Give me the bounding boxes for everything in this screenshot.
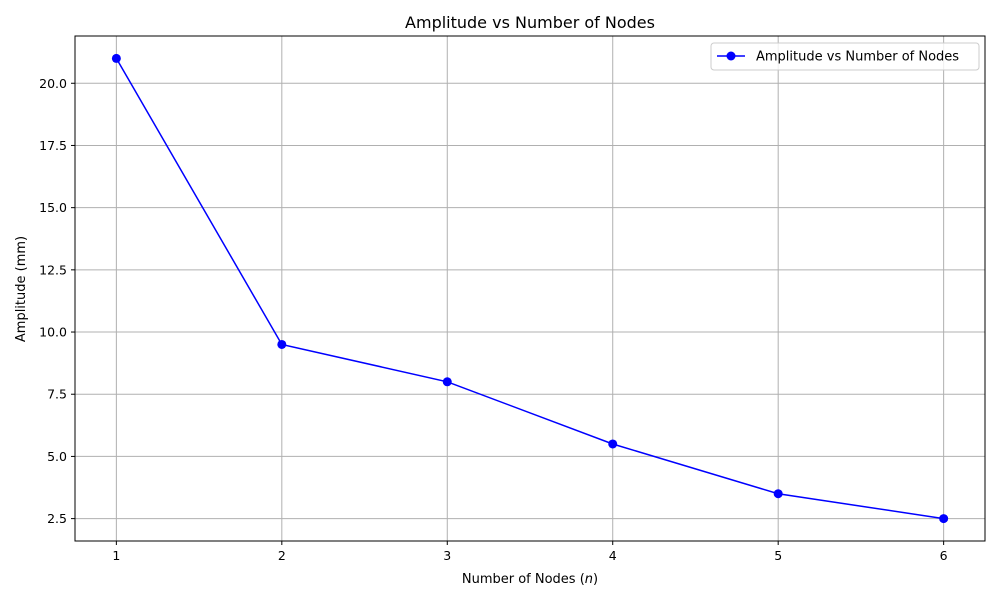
y-tick-label: 10.0 [39, 325, 67, 340]
x-tick-label: 5 [774, 548, 782, 563]
data-point [773, 489, 783, 499]
data-point [608, 439, 618, 449]
x-tick-label: 2 [278, 548, 286, 563]
x-axis-label-prefix: Number of Nodes ( [462, 572, 585, 587]
series-layer [111, 53, 949, 524]
y-tick-label: 5.0 [47, 449, 67, 464]
x-axis-ticks: 1 2 3 4 5 6 [112, 541, 948, 563]
y-axis-label: Amplitude (mm) [14, 236, 29, 342]
y-tick-label: 15.0 [39, 200, 67, 215]
chart-title: Amplitude vs Number of Nodes [405, 13, 655, 32]
data-point [277, 339, 287, 349]
x-axis-label-variable: n [585, 572, 593, 587]
legend-entry-label: Amplitude vs Number of Nodes [756, 50, 959, 65]
y-tick-label: 2.5 [47, 511, 67, 526]
series-line [115, 58, 944, 520]
x-axis-label-suffix: ) [593, 572, 598, 587]
legend: Amplitude vs Number of Nodes [710, 42, 980, 71]
y-tick-label: 20.0 [39, 76, 67, 91]
x-tick-label: 1 [112, 548, 120, 563]
y-tick-label: 17.5 [39, 138, 67, 153]
data-point [111, 53, 121, 63]
y-tick-label: 7.5 [47, 387, 67, 402]
y-tick-label: 12.5 [39, 262, 67, 277]
legend-box [710, 42, 980, 71]
x-tick-label: 3 [443, 548, 451, 563]
y-axis-ticks: 2.5 5.0 7.5 10.0 12.5 15.0 17.5 20.0 [39, 76, 75, 526]
legend-marker-sample [726, 51, 736, 61]
data-point [442, 377, 452, 387]
data-point [939, 514, 949, 524]
grid [75, 36, 985, 541]
x-axis-label: Number of Nodes (n) [462, 572, 598, 587]
x-tick-label: 6 [940, 548, 948, 563]
x-tick-label: 4 [609, 548, 617, 563]
plot-frame [74, 35, 986, 542]
